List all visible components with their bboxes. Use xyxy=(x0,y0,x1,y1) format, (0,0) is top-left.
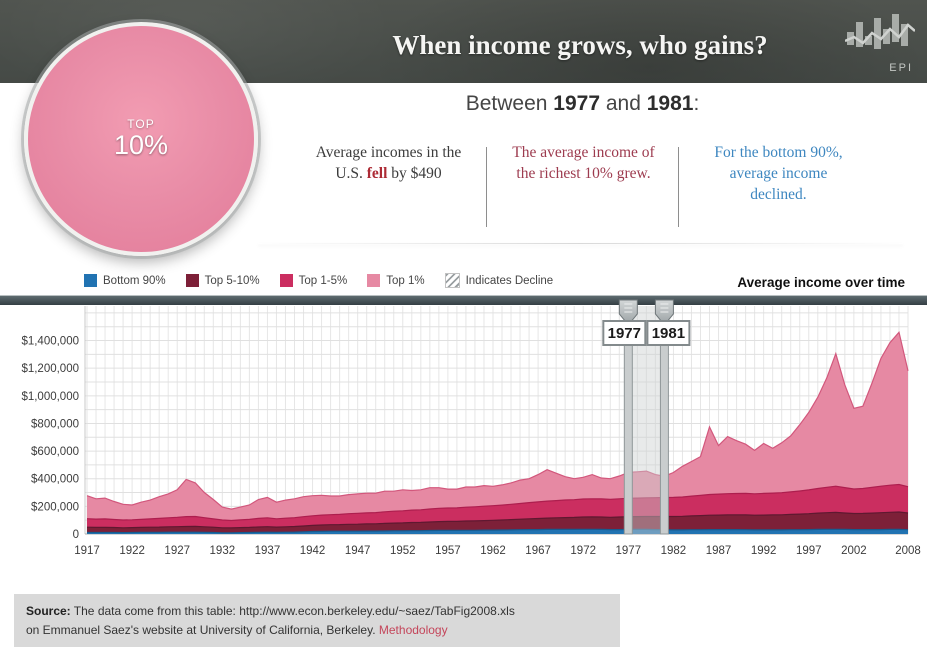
svg-text:1952: 1952 xyxy=(390,545,416,557)
period-heading: Between 1977 and 1981: xyxy=(270,92,895,116)
legend-label: Top 1-5% xyxy=(298,274,348,287)
svg-text:$800,000: $800,000 xyxy=(31,418,79,430)
stacked-areas xyxy=(86,331,909,534)
chart-grid xyxy=(84,306,909,535)
epi-logo-icon xyxy=(844,14,916,49)
svg-text:0: 0 xyxy=(73,529,79,541)
svg-text:1977: 1977 xyxy=(616,545,642,557)
legend-item-1[interactable]: Top 5-10% xyxy=(185,274,260,287)
column-divider-right xyxy=(678,147,679,227)
column-divider-left xyxy=(486,147,487,227)
legend-swatch xyxy=(367,274,381,287)
statement-bottom90: For the bottom 90%, average income decli… xyxy=(714,144,843,203)
legend-swatch xyxy=(185,274,199,287)
svg-text:$1,200,000: $1,200,000 xyxy=(21,363,79,375)
page-title: When income grows, who gains? xyxy=(392,30,768,60)
svg-text:1937: 1937 xyxy=(255,545,281,557)
legend-item-decline: Indicates Decline xyxy=(444,273,554,288)
legend-item-3[interactable]: Top 1% xyxy=(367,274,425,287)
epi-logo: EPI xyxy=(844,12,916,74)
source-line2: on Emmanuel Saez's website at University… xyxy=(26,622,379,637)
area-top-1- xyxy=(87,332,908,534)
svg-text:1947: 1947 xyxy=(345,545,371,557)
legend-item-0[interactable]: Bottom 90% xyxy=(84,274,166,287)
chart-title: Average income over time xyxy=(737,275,905,290)
range-start-year-label[interactable]: 1977 xyxy=(602,320,647,346)
source-note: Source: The data come from this table: h… xyxy=(14,594,620,648)
svg-text:$1,000,000: $1,000,000 xyxy=(21,391,79,403)
range-end-year-label[interactable]: 1981 xyxy=(646,320,691,346)
svg-text:1967: 1967 xyxy=(525,545,551,557)
slider-handle-end[interactable] xyxy=(654,299,674,326)
svg-text:1927: 1927 xyxy=(164,545,190,557)
period-start-year: 1977 xyxy=(553,92,600,115)
svg-text:1972: 1972 xyxy=(570,545,596,557)
svg-text:$200,000: $200,000 xyxy=(31,501,79,513)
pie-label-top: TOP xyxy=(127,117,155,131)
legend-label: Top 5-10% xyxy=(204,274,260,287)
period-prefix: Between xyxy=(465,92,554,115)
statement-top10: The average income of the richest 10% gr… xyxy=(512,144,655,182)
svg-text:1977: 1977 xyxy=(608,325,641,342)
legend-label: Top 1% xyxy=(386,274,425,287)
decline-hatch-icon xyxy=(444,273,460,288)
legend-label: Indicates Decline xyxy=(465,274,554,287)
svg-text:1942: 1942 xyxy=(300,545,326,557)
svg-text:$400,000: $400,000 xyxy=(31,474,79,486)
source-label: Source: xyxy=(26,604,71,618)
svg-text:1932: 1932 xyxy=(210,545,236,557)
income-area-chart: 1977 1981 $1,400,000 $1,200,000 $1,000,000 $8… xyxy=(0,295,927,557)
svg-text:1917: 1917 xyxy=(74,545,100,557)
statement-average-us-text: Average incomes in the U.S. xyxy=(315,144,462,182)
legend-swatch xyxy=(279,274,293,287)
svg-text:1962: 1962 xyxy=(480,545,506,557)
svg-text:1997: 1997 xyxy=(796,545,822,557)
svg-text:2008: 2008 xyxy=(895,545,921,557)
svg-text:1922: 1922 xyxy=(119,545,145,557)
top10-pie[interactable]: TOP 10% xyxy=(24,22,258,256)
x-axis-labels: 1917 1922 1927 1932 1937 1942 1947 1952 1957 1962… xyxy=(74,545,921,557)
statement-fell-emphasis: fell xyxy=(366,164,388,182)
pie-label-percent: 10% xyxy=(113,130,169,160)
svg-text:$600,000: $600,000 xyxy=(31,446,79,458)
statement-average-us: Average incomes in the U.S. fell by $490 xyxy=(291,143,486,206)
chart-legend: Bottom 90% Top 5-10% Top 1-5% Top 1% Indicat… xyxy=(84,273,553,288)
y-axis-labels: $1,400,000 $1,200,000 $1,000,000 $800,000 $6… xyxy=(21,336,79,541)
statement-average-us-amount: by $490 xyxy=(387,164,442,182)
svg-text:1992: 1992 xyxy=(751,545,777,557)
methodology-link[interactable]: Methodology xyxy=(378,622,448,637)
timeline-track-bar xyxy=(0,296,927,305)
period-end-year: 1981 xyxy=(646,92,694,115)
legend-swatch xyxy=(84,274,97,287)
source-line1: The data come from this table: http://ww… xyxy=(70,604,515,618)
svg-text:2002: 2002 xyxy=(841,545,867,557)
area-bottom-90- xyxy=(87,529,908,534)
section-divider xyxy=(258,243,903,244)
svg-text:1981: 1981 xyxy=(652,325,685,342)
legend-label: Bottom 90% xyxy=(103,274,166,287)
epi-logo-text: EPI xyxy=(889,62,913,74)
svg-text:1957: 1957 xyxy=(435,545,461,557)
period-suffix: : xyxy=(693,92,700,115)
svg-text:1987: 1987 xyxy=(706,545,732,557)
slider-handle-start[interactable] xyxy=(618,299,638,326)
area-top-5-10- xyxy=(87,512,908,534)
period-mid: and xyxy=(600,92,647,115)
svg-text:$1,400,000: $1,400,000 xyxy=(21,336,79,348)
legend-item-2[interactable]: Top 1-5% xyxy=(279,274,348,287)
svg-text:1982: 1982 xyxy=(661,545,687,557)
statement-columns: Average incomes in the U.S. fell by $490… xyxy=(291,143,876,206)
